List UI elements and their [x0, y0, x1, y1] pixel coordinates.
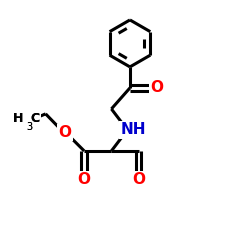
Text: 3: 3	[26, 122, 32, 132]
Text: H: H	[13, 112, 24, 125]
Text: O: O	[58, 125, 71, 140]
Text: NH: NH	[120, 122, 146, 138]
Text: H: H	[13, 112, 24, 125]
Text: C: C	[30, 112, 39, 125]
Text: H  C: H C	[13, 112, 40, 125]
Text: C: C	[30, 112, 39, 125]
Text: 3: 3	[26, 122, 32, 132]
Text: O: O	[132, 172, 145, 187]
Text: O: O	[150, 80, 163, 96]
Text: O: O	[78, 172, 91, 187]
